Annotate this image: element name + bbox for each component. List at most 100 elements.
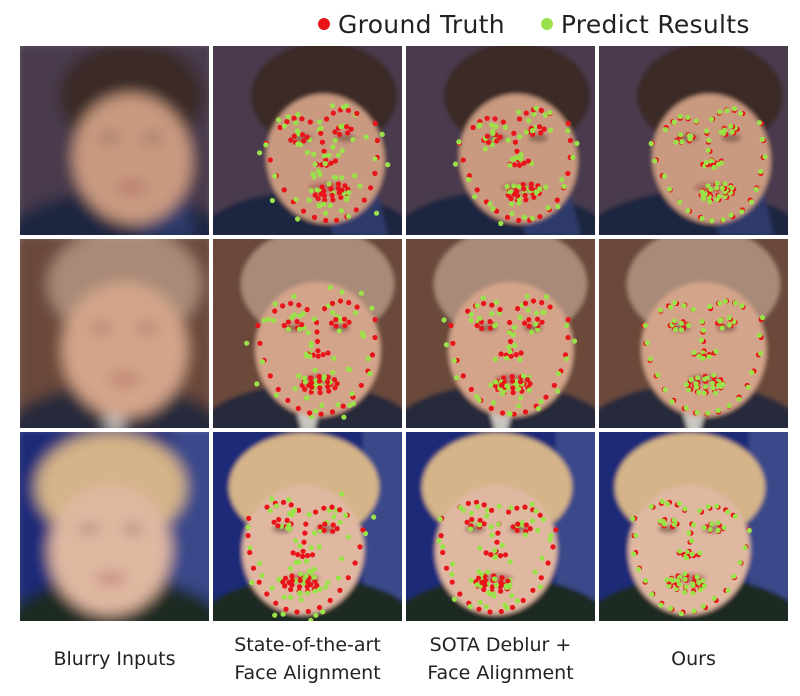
ground-truth-point xyxy=(512,162,518,168)
predicted-point xyxy=(335,152,341,158)
ground-truth-point xyxy=(322,306,328,312)
predicted-point xyxy=(711,595,717,601)
ground-truth-point xyxy=(294,609,300,615)
predicted-point xyxy=(714,180,720,186)
predicted-point xyxy=(311,174,317,180)
ground-truth-point xyxy=(511,411,517,417)
ground-truth-point xyxy=(250,565,257,571)
predicted-point xyxy=(683,584,689,590)
ground-truth-point xyxy=(284,119,290,125)
landmark-overlay xyxy=(436,499,559,615)
ground-truth-point xyxy=(285,319,291,325)
ground-truth-point xyxy=(330,197,336,203)
predicted-point xyxy=(526,118,532,124)
ground-truth-point xyxy=(527,526,533,532)
predicted-point xyxy=(273,392,279,398)
ground-truth-point xyxy=(520,181,526,188)
ground-truth-point xyxy=(525,377,531,383)
predicted-point xyxy=(499,542,505,548)
predicted-point xyxy=(705,147,711,153)
predicted-point xyxy=(346,534,352,540)
legend-label: Ground Truth xyxy=(338,9,505,39)
predicted-point xyxy=(298,571,304,577)
ground-truth-point xyxy=(288,502,294,508)
ground-truth-point xyxy=(342,323,348,329)
ground-truth-point xyxy=(338,194,344,200)
predicted-point xyxy=(724,108,730,114)
ground-truth-point xyxy=(481,586,487,593)
predicted-point xyxy=(456,139,462,145)
predicted-point xyxy=(493,299,499,305)
face-image-blonde-woman-ours xyxy=(599,432,788,621)
predicted-point xyxy=(678,132,684,138)
predicted-point xyxy=(350,137,356,143)
ground-truth-point xyxy=(321,148,327,154)
ground-truth-point xyxy=(464,519,470,525)
ground-truth-point xyxy=(291,133,297,139)
ground-truth-point xyxy=(537,214,543,220)
predicted-point xyxy=(247,545,253,551)
predicted-point xyxy=(272,301,278,307)
ground-truth-point xyxy=(541,126,547,132)
predicted-point xyxy=(533,321,539,327)
predicted-point xyxy=(710,385,716,391)
ground-truth-point xyxy=(344,124,350,130)
ground-truth-point xyxy=(334,526,340,532)
predicted-point xyxy=(678,611,684,617)
predicted-point xyxy=(339,491,345,497)
ground-truth-point xyxy=(565,170,571,176)
predicted-point xyxy=(261,317,267,323)
predicted-point xyxy=(286,497,292,503)
predicted-point xyxy=(516,386,522,392)
face-image-man-dark-suit-sota_deblur xyxy=(406,46,595,235)
ground-truth-point xyxy=(565,334,571,341)
predicted-point xyxy=(717,300,723,306)
predicted-point xyxy=(436,538,442,544)
predicted-point xyxy=(332,137,338,144)
ground-truth-point xyxy=(497,134,503,140)
predicted-point xyxy=(484,513,490,519)
predicted-point xyxy=(690,590,696,596)
predicted-point xyxy=(702,191,708,197)
predicted-point xyxy=(699,318,705,325)
ground-truth-point xyxy=(314,582,320,588)
predicted-point xyxy=(295,216,301,222)
predicted-point xyxy=(323,584,329,590)
ground-truth-point xyxy=(522,192,528,198)
ground-truth-point xyxy=(525,158,531,164)
predicted-point xyxy=(312,161,318,167)
caption-line: Blurry Inputs xyxy=(53,648,176,670)
ground-truth-point xyxy=(547,304,553,310)
predicted-point xyxy=(529,501,535,507)
predicted-point xyxy=(311,574,317,580)
ground-truth-point xyxy=(526,323,532,329)
predicted-point xyxy=(488,382,494,388)
red-dot-icon xyxy=(318,18,330,30)
predicted-point xyxy=(339,289,345,295)
predicted-point xyxy=(326,152,332,158)
ground-truth-point xyxy=(481,521,487,527)
predicted-point xyxy=(691,350,697,356)
predicted-point xyxy=(331,514,337,520)
predicted-point xyxy=(537,186,543,192)
predicted-point xyxy=(286,522,292,528)
predicted-point xyxy=(344,103,350,109)
predicted-point xyxy=(311,316,317,322)
predicted-point xyxy=(694,574,700,580)
ground-truth-point xyxy=(296,584,303,590)
predicted-point xyxy=(489,142,495,148)
predicted-point xyxy=(490,400,497,406)
caption-state-of-the-art: State-of-the-art Face Alignment xyxy=(213,626,402,692)
predicted-point xyxy=(678,327,685,333)
predicted-point xyxy=(535,527,541,533)
predicted-point xyxy=(495,521,501,527)
landmark-overlay xyxy=(257,103,391,224)
predicted-point xyxy=(308,188,314,194)
ground-truth-point xyxy=(470,124,476,131)
ground-truth-point xyxy=(325,350,331,356)
predicted-point xyxy=(714,503,720,509)
ground-truth-point xyxy=(341,316,348,322)
ground-truth-point xyxy=(494,539,500,545)
predicted-point xyxy=(511,183,517,189)
ground-truth-point xyxy=(297,577,303,583)
